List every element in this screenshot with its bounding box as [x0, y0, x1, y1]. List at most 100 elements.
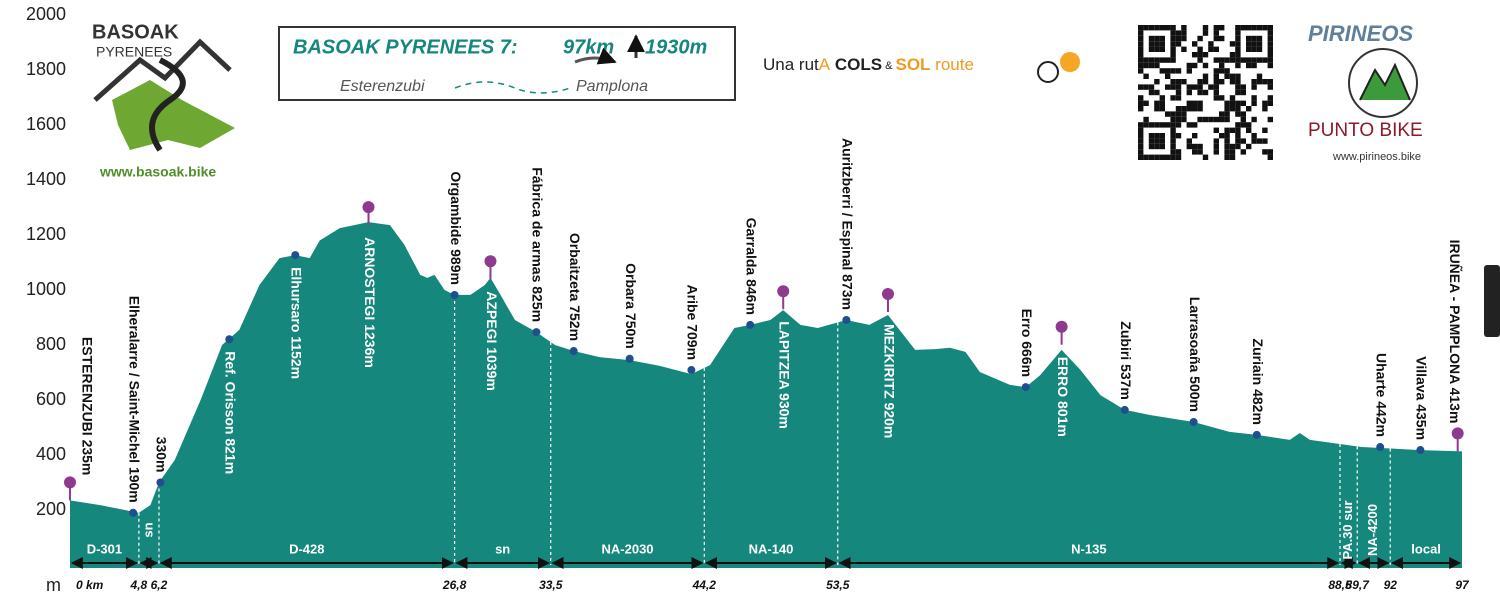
qr-cell: [1181, 30, 1187, 36]
waypoint-marker: [225, 335, 234, 344]
qr-cell: [1175, 79, 1182, 85]
waypoint-marker: [881, 288, 894, 300]
qr-cell: [1175, 89, 1182, 96]
qr-cell: [1256, 57, 1263, 63]
qr-cell: [1240, 122, 1246, 128]
qr-cell: [1267, 149, 1273, 155]
qr-cell: [1181, 25, 1187, 31]
qr-cell: [1256, 138, 1263, 144]
qr-cell: [1170, 138, 1176, 144]
qr-cell: [1213, 127, 1219, 133]
waypoint-label: ARNOSTEGI 1236m: [362, 237, 378, 368]
qr-cell: [1219, 133, 1225, 139]
qr-cell: [1170, 149, 1176, 155]
y-tick-label: 1200: [26, 224, 66, 244]
qr-cell: [1138, 154, 1144, 160]
qr-cell: [1202, 25, 1209, 31]
waypoint-marker: [1451, 427, 1464, 440]
qr-cell: [1229, 73, 1236, 79]
qr-cell: [1267, 62, 1273, 69]
qr-cell: [1246, 35, 1252, 42]
qr-cell: [1148, 57, 1155, 63]
waypoint-marker: [362, 201, 375, 214]
partner-top: PIRINEOS: [1308, 21, 1413, 46]
qr-cell: [1246, 25, 1252, 31]
y-tick-label: 200: [36, 499, 66, 519]
qr-cell: [1143, 25, 1149, 31]
qr-cell: [1213, 30, 1219, 36]
qr-cell: [1138, 138, 1144, 144]
road-name: sn: [140, 522, 155, 537]
qr-cell: [1240, 100, 1246, 106]
qr-cell: [1148, 138, 1155, 144]
qr-cell: [1224, 57, 1230, 63]
qr-cell: [1175, 68, 1182, 74]
qr-cell: [1267, 100, 1273, 106]
qr-cell: [1154, 41, 1160, 47]
qr-cell: [1224, 100, 1230, 106]
tagline-part: Una rut: [763, 55, 819, 74]
road-name: PA.30 sur: [1340, 500, 1355, 559]
waypoint-marker: [569, 347, 578, 356]
qr-cell: [1224, 127, 1230, 133]
tagline-part: COLS: [830, 55, 882, 74]
qr-cell: [1138, 143, 1144, 150]
qr-cell: [1181, 116, 1187, 123]
qr-cell: [1235, 57, 1241, 63]
qr-cell: [1165, 84, 1171, 90]
qr-cell: [1251, 46, 1257, 52]
plot-back: 200 400 600 800 1000 1200 1400 1600 1800 2000 m: [26, 4, 1462, 595]
partner-url: www.pirineos.bike: [1332, 151, 1421, 163]
waypoint-label: Elhursaro 1152m: [289, 267, 305, 379]
qr-cell: [1138, 84, 1144, 90]
y-axis-label: m: [46, 575, 61, 595]
road-name: NA-140: [749, 541, 794, 556]
qr-cell: [1197, 52, 1203, 58]
qr-cell: [1202, 154, 1209, 160]
qr-cell: [1138, 57, 1144, 63]
qr-cell: [1170, 35, 1176, 42]
qr-cell: [1262, 25, 1268, 31]
y-tick-label: 1600: [26, 114, 66, 134]
qr-cell: [1143, 116, 1149, 123]
qr-cell: [1192, 52, 1198, 58]
qr-cell: [1154, 133, 1160, 139]
qr-cell: [1154, 122, 1160, 128]
qr-cell: [1192, 41, 1198, 47]
qr-cell: [1186, 89, 1192, 96]
qr-cell: [1251, 138, 1257, 144]
climb: 1930m: [645, 36, 707, 58]
qr-cell: [1246, 143, 1252, 150]
qr-cell: [1159, 143, 1165, 150]
qr-cell: [1186, 122, 1192, 128]
y-tick-label: 1000: [26, 279, 66, 299]
qr-cell: [1251, 133, 1257, 139]
x-tick-label: 33,5: [539, 578, 563, 592]
qr-cell: [1251, 35, 1257, 42]
qr-cell: [1235, 62, 1241, 69]
road-name: N-135: [1071, 541, 1106, 556]
qr-cell: [1159, 106, 1165, 112]
qr-cell: [1224, 116, 1230, 123]
qr-cell: [1159, 41, 1165, 47]
qr-cell: [1251, 84, 1257, 90]
qr-cell: [1165, 73, 1171, 79]
qr-cell: [1213, 79, 1219, 85]
qr-cell: [1262, 79, 1268, 85]
qr-cell: [1170, 41, 1176, 47]
qr-cell: [1251, 62, 1257, 69]
qr-cell: [1235, 143, 1241, 150]
qr-cell: [1143, 57, 1149, 63]
qr-cell: [1235, 89, 1241, 96]
qr-cell: [1175, 41, 1182, 47]
qr-cell: [1219, 25, 1225, 31]
qr-cell: [1213, 138, 1219, 144]
waypoint-label: LAPITZEA 930m: [777, 321, 793, 429]
waypoint-label: Garralda 846m: [744, 218, 760, 315]
qr-cell: [1138, 52, 1144, 58]
qr-cell: [1186, 84, 1192, 90]
route-line: [454, 81, 571, 94]
waypoint-label: Orbaitzeta 752m: [567, 233, 583, 341]
qr-cell: [1148, 143, 1155, 150]
